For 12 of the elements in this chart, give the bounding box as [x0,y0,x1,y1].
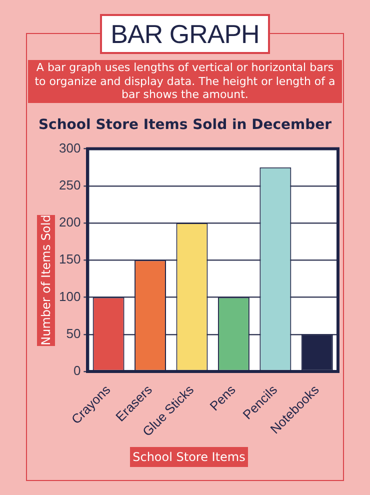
y-tick-label: 250 [58,177,81,192]
y-axis-title: Number of Items Sold [39,214,53,346]
y-tick-label: 200 [58,214,81,230]
y-tick-label: 300 [58,140,81,156]
y-tick-label: 150 [58,252,81,267]
x-axis-title: School Store Items [130,447,248,467]
y-tick-label: 0 [73,363,81,378]
text: BAR GRAPH [100,14,270,54]
y-tick-label: 100 [58,288,81,304]
text: A bar graph uses lengths of vertical or horizontal bars to organize and display data. The height or length of a bar shows the amount. [28,60,342,103]
chart-title: School Store Items Sold in December [37,117,333,133]
y-tick-label: 50 [66,326,81,341]
